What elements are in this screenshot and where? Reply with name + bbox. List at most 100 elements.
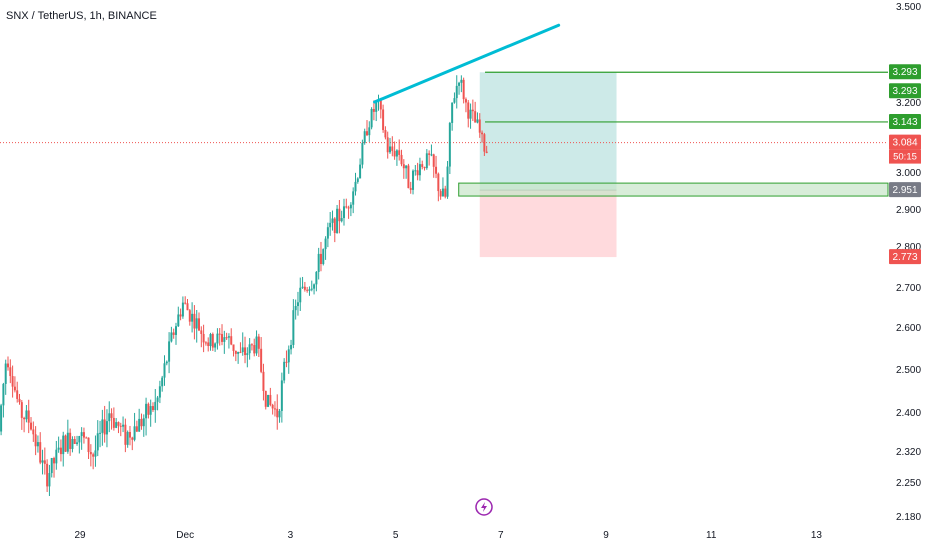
candle-body [423,166,426,169]
candle-body [407,165,410,189]
candle-body [273,408,276,410]
candle-body [124,424,127,445]
candle-body [412,170,415,190]
candle-body [347,207,350,209]
candle-body [232,344,235,351]
candle-body [306,289,309,291]
candle-body [375,101,378,112]
candle-body [250,344,253,346]
candle-body [359,164,362,179]
x-tick-label: 11 [706,530,717,541]
candle-body [57,447,60,450]
candle-body [237,351,240,354]
candle-body [71,439,74,449]
candle-body [398,150,401,155]
candle-body [218,333,221,335]
candle-body [99,432,102,434]
candle-body [432,154,435,167]
candle-body [62,435,65,455]
candle-body [483,134,486,152]
candle-body [292,310,295,345]
candle-body [478,119,481,133]
candle-body [244,347,247,356]
candle-body [430,154,433,156]
candle-body [112,417,115,428]
candle-body [184,302,187,304]
candle-body [204,342,207,344]
candle-body [260,348,263,372]
candle-body [186,303,189,311]
candle-body [368,127,371,136]
candle-body [80,432,83,437]
candle-body [278,410,281,418]
candle-body [248,344,251,354]
x-tick-label: 9 [603,530,609,541]
candle-body [126,432,129,445]
price-label: 3.084 [892,138,917,149]
candle-body [170,332,173,342]
price-label: 3.293 [892,67,917,78]
candle-body [188,310,191,322]
candle-body [135,426,138,432]
candle-body [191,313,194,322]
candle-body [66,432,69,452]
price-label-box [889,182,921,198]
candle-body [16,390,19,399]
candle-body [30,422,33,430]
candle-body [283,361,286,381]
candle-body [138,418,141,432]
candle-body [370,108,373,128]
candle-body [216,333,219,344]
candle-body [7,363,10,368]
candle-body [393,150,396,157]
candle-body [425,153,428,169]
candle-body [64,435,67,452]
demand-zone[interactable] [458,182,889,197]
candle-body [379,100,382,110]
candle-body [402,164,405,169]
candle-body [9,367,12,377]
candle-body [400,154,403,165]
candle-body [105,421,108,435]
candle-body [20,402,23,418]
price-label: 3.143 [892,117,917,128]
x-tick-label: 29 [74,530,86,541]
loss-zone[interactable] [479,190,617,258]
candle-body [296,302,299,307]
candle-body [474,111,477,123]
candle-body [163,363,166,378]
candle-body [119,425,122,427]
candle-body [69,432,72,449]
candle-body [290,344,293,350]
candle-body [322,249,325,265]
price-label-box [889,83,921,99]
candle-body [158,386,161,398]
candle-body [221,334,224,342]
candle-body [345,206,348,208]
candle-body [276,408,279,418]
candle-body [18,398,21,403]
trendline[interactable] [373,23,561,104]
candle-body [319,253,322,265]
candle-body [101,419,104,433]
candle-body [151,406,154,411]
candle-body [333,218,336,233]
candle-body [349,204,352,209]
candle-body [50,458,53,474]
candle-body [485,151,488,154]
profit-zone[interactable] [479,72,617,191]
candle-body [161,377,164,387]
candle-body [41,460,44,463]
candle-body [395,150,398,157]
candle-body [73,439,76,444]
candle-body [87,437,90,453]
candle-body [324,238,327,250]
candle-body [467,102,470,119]
candle-body [214,343,217,348]
candle-body [458,82,461,86]
candle-body [174,326,177,335]
candle-body [439,191,442,197]
price-label-box [889,64,921,80]
